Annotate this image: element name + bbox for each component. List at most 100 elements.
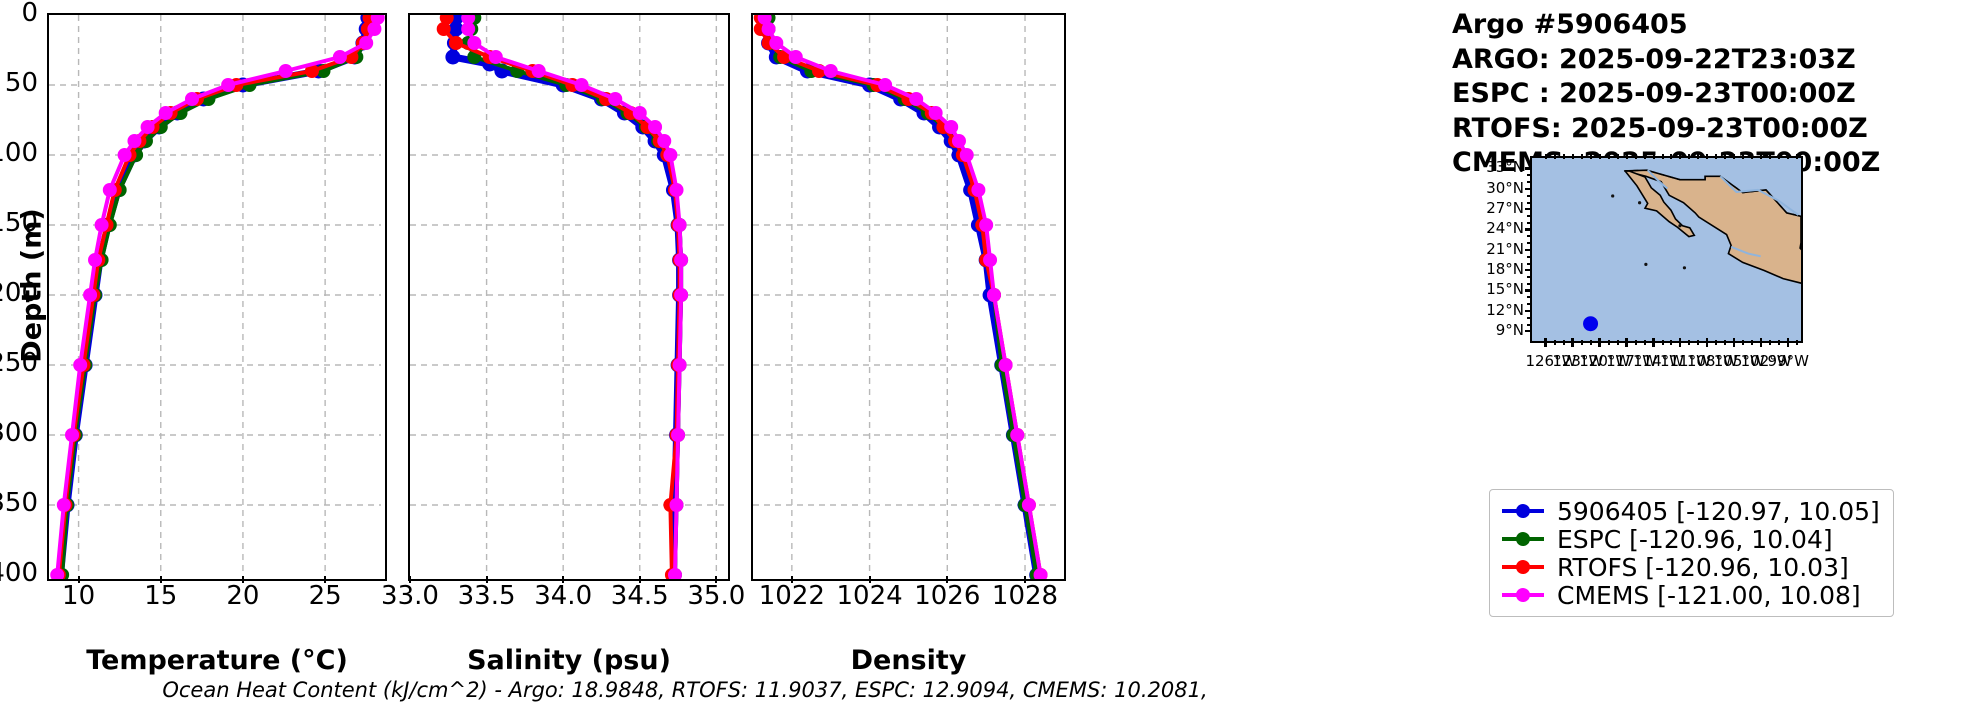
map-graphic [1532,158,1801,341]
map-lat-tick-33N: 33°N [1486,158,1524,177]
map-lon-minor-tick [1760,154,1763,159]
series-espc [461,15,689,579]
map-lat-minor-tick [1527,269,1531,272]
map-lon-minor-tick [1697,340,1700,345]
xtickmark [77,576,80,583]
map-lat-minor-tick [1527,310,1531,312]
map-lon-minor-tick [1580,340,1583,345]
map-lon-minor-tick [1580,154,1583,159]
xtickmark [868,576,871,583]
ocean-heat-content-caption: Ocean Heat Content (kJ/cm^2) - Argo: 18.… [162,678,1208,702]
map-lon-tick-114W: 114°W [1633,352,1685,370]
map-lat-tick-21N: 21°N [1486,239,1524,258]
map-lat-minor-tick [1527,174,1531,177]
map-lon-minor-tick [1607,340,1610,345]
map-lat-minor-tick [1527,215,1531,218]
map-lon-minor-tick [1661,154,1664,159]
map-lat-minor-tick [1527,249,1531,251]
xtick-1-35.0: 35.0 [687,581,746,611]
legend-marker-icon [1500,500,1546,522]
map-lon-tick-120W: 120°W [1579,352,1631,370]
legend-marker-icon [1500,528,1546,550]
map-lon-minor-tick [1616,154,1619,159]
xtick-2-1026: 1026 [914,581,981,611]
map-lat-tick-30N: 30°N [1486,178,1524,197]
xtickmark [562,576,565,583]
xtick-0-25: 25 [308,581,342,611]
map-lon-minor-tick [1742,154,1745,159]
map-lon-minor-tick [1634,340,1637,345]
map-lon-minor-tick [1733,340,1736,345]
map-lat-minor-tick [1527,242,1531,245]
map-lon-minor-tick [1715,154,1718,159]
map-lon-minor-tick [1697,154,1700,159]
location-map-inset[interactable] [1530,156,1803,343]
xtickmark [1024,576,1027,583]
xtick-1-34.5: 34.5 [610,581,669,611]
depth-tick-50: 50 [4,68,38,98]
map-lon-minor-tick [1751,340,1754,345]
map-lon-minor-tick [1724,340,1727,345]
map-lon-minor-tick [1796,154,1799,159]
map-lon-minor-tick [1778,154,1781,159]
density-axis-title: Density [850,645,967,676]
map-lon-tick-117W: 117°W [1606,352,1658,370]
legend-item-3[interactable]: CMEMS [-121.00, 10.08] [1500,581,1880,610]
map-lat-minor-tick [1527,221,1531,224]
map-lat-minor-tick [1527,303,1531,306]
series-legend: 5906405 [-120.97, 10.05] ESPC [-120.96, 1… [1489,489,1894,617]
map-lat-tick-12N: 12°N [1486,300,1524,319]
map-lat-minor-tick [1527,276,1531,279]
header-line-2: ESPC : 2025-09-23T00:00Z [1452,78,1856,110]
map-lon-minor-tick [1571,340,1574,345]
legend-item-1[interactable]: ESPC [-120.96, 10.04] [1500,524,1880,554]
legend-item-label: ESPC [-120.96, 10.04] [1557,524,1833,554]
map-lon-minor-tick [1589,340,1592,345]
map-lon-minor-tick [1562,154,1565,159]
map-lon-minor-tick [1733,154,1736,159]
series-cmems [50,15,385,579]
depth-tick-0: 0 [21,0,38,28]
depth-tick-350: 350 [0,488,38,518]
map-lat-minor-tick [1527,235,1531,238]
map-lon-minor-tick [1688,154,1691,159]
legend-item-2[interactable]: RTOFS [-120.96, 10.03] [1500,553,1880,582]
map-lon-minor-tick [1742,340,1745,345]
map-lon-minor-tick [1607,154,1610,159]
map-lat-tick-24N: 24°N [1486,219,1524,238]
map-lon-minor-tick [1562,340,1565,345]
xtick-2-1022: 1022 [758,581,825,611]
depth-tick-400: 400 [0,558,38,588]
map-lat-minor-tick [1527,188,1531,190]
map-lon-minor-tick [1760,340,1763,345]
header-line-1: ARGO: 2025-09-22T23:03Z [1452,43,1856,75]
xtick-1-34.0: 34.0 [534,581,593,611]
legend-item-0[interactable]: 5906405 [-120.97, 10.05] [1500,497,1880,526]
map-lon-minor-tick [1643,340,1646,345]
depth-tick-250: 250 [0,348,38,378]
series-rtofs [436,15,687,579]
map-lat-minor-tick [1527,255,1531,258]
depth-tick-200: 200 [0,278,38,308]
xtick-1-33.5: 33.5 [457,581,516,611]
map-lat-minor-tick [1527,228,1531,231]
map-lon-tick-102W: 102°W [1740,352,1792,370]
xtick-1-33.0: 33.0 [381,581,439,611]
xtickmark [485,576,488,583]
map-lat-minor-tick [1527,323,1531,326]
map-lon-minor-tick [1751,154,1754,159]
map-lon-tick-123W: 123°W [1552,352,1604,370]
map-lon-minor-tick [1544,154,1547,159]
xtickmark [241,576,244,583]
header-line-0: Argo #5906405 [1452,9,1688,40]
xtickmark [409,576,411,583]
map-lon-minor-tick [1796,340,1799,345]
density-plot-area [753,15,1060,579]
map-lon-minor-tick [1634,154,1637,159]
map-lat-tick-27N: 27°N [1486,198,1524,217]
map-lon-minor-tick [1670,154,1673,159]
temperature-axis-title: Temperature (°C) [86,645,348,676]
map-lat-tick-9N: 9°N [1495,320,1524,339]
xtick-0-10: 10 [62,581,96,611]
map-lon-minor-tick [1553,154,1556,159]
